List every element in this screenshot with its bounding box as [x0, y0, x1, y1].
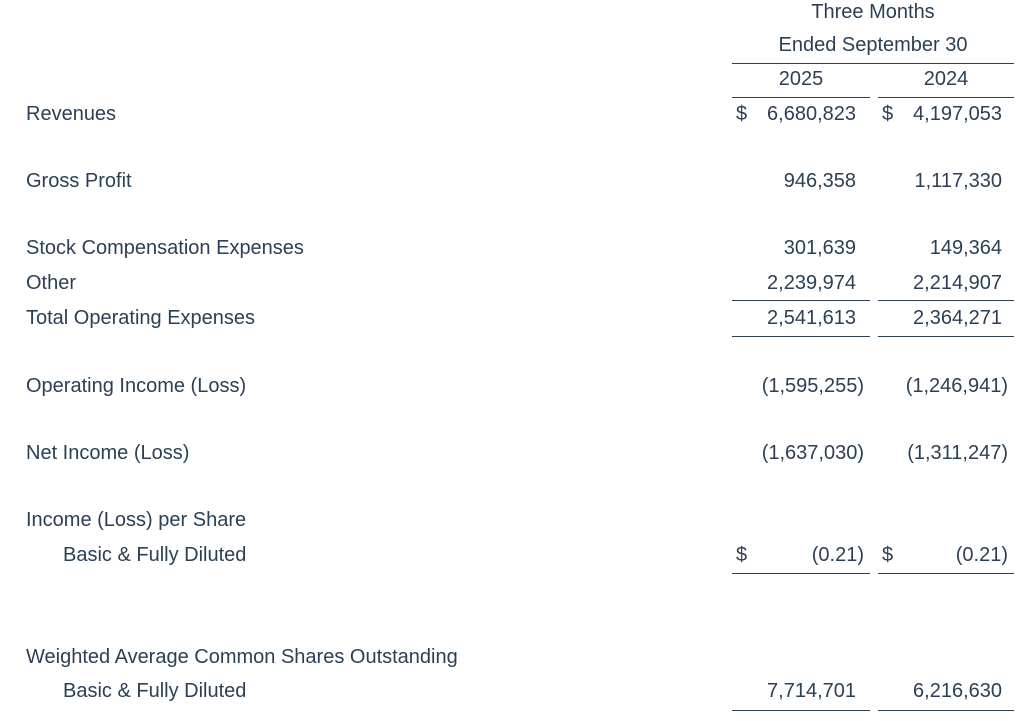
other-rule-prior	[878, 300, 1014, 301]
gross-profit-current: 946,358	[783, 170, 856, 192]
operating-income-label: Operating Income (Loss)	[26, 375, 247, 397]
other-current: 2,239,974	[767, 272, 856, 294]
other-rule-current	[732, 300, 870, 301]
year-rule-current	[732, 97, 870, 98]
period-line-1: Three Months	[811, 1, 935, 23]
eps-basic-label: Basic & Fully Diluted	[63, 544, 247, 566]
total-opex-prior: 2,364,271	[913, 307, 1002, 329]
total-opex-label: Total Operating Expenses	[26, 307, 256, 329]
stock-comp-current: 301,639	[783, 237, 856, 259]
total-opex-current: 2,541,613	[767, 307, 856, 329]
year-prior: 2024	[923, 68, 969, 90]
operating-income-current: (1,595,255)	[761, 375, 864, 397]
gross-profit-label: Gross Profit	[26, 170, 132, 192]
shares-rule-prior	[878, 710, 1014, 711]
total-opex-rule-prior	[878, 336, 1014, 337]
year-rule-prior	[878, 97, 1014, 98]
net-income-label: Net Income (Loss)	[26, 442, 190, 464]
weighted-shares-label: Weighted Average Common Shares Outstandi…	[26, 646, 458, 668]
eps-prior-dollar: $	[882, 544, 894, 566]
shares-basic-prior: 6,216,630	[913, 680, 1002, 702]
year-current: 2025	[778, 68, 824, 90]
revenues-current: 6,680,823	[767, 103, 856, 125]
eps-current-dollar: $	[736, 544, 748, 566]
net-income-current: (1,637,030)	[761, 442, 864, 464]
period-line-2: Ended September 30	[778, 34, 968, 56]
revenues-current-dollar: $	[736, 103, 748, 125]
other-label: Other	[26, 272, 77, 294]
eps-prior: (0.21)	[955, 544, 1008, 566]
shares-basic-label: Basic & Fully Diluted	[63, 680, 247, 702]
stock-comp-prior: 149,364	[929, 237, 1002, 259]
net-income-prior: (1,311,247)	[907, 442, 1008, 464]
eps-rule-prior	[878, 573, 1014, 574]
eps-current: (0.21)	[811, 544, 864, 566]
shares-rule-current	[732, 710, 870, 711]
gross-profit-prior: 1,117,330	[914, 170, 1003, 192]
header-rule	[732, 63, 1014, 64]
income-per-share-label: Income (Loss) per Share	[26, 509, 247, 531]
revenues-prior-dollar: $	[882, 103, 894, 125]
shares-basic-current: 7,714,701	[767, 680, 856, 702]
total-opex-rule-current	[732, 336, 870, 337]
revenues-label: Revenues	[26, 103, 117, 125]
revenues-prior: 4,197,053	[913, 103, 1002, 125]
operating-income-prior: (1,246,941)	[905, 375, 1008, 397]
eps-rule-current	[732, 573, 870, 574]
other-prior: 2,214,907	[913, 272, 1002, 294]
stock-comp-label: Stock Compensation Expenses	[26, 237, 304, 259]
